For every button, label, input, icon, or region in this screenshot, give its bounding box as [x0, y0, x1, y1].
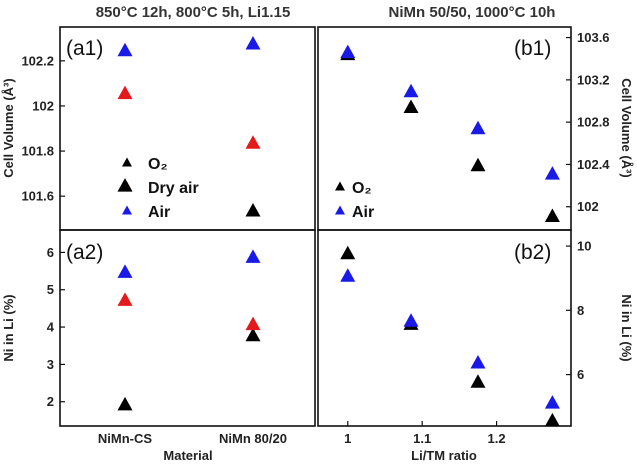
xlabel-a: Material — [163, 448, 212, 463]
marker-b2-air — [470, 354, 486, 369]
marker-a1-air — [245, 36, 261, 50]
ylabel-b1: Cell Volume (Å³) — [619, 78, 634, 177]
marker-b1-air — [544, 166, 560, 180]
legend-label-air-b: Air — [352, 204, 374, 221]
marker-b1-air — [403, 83, 419, 98]
ytick-label: 103.2 — [577, 72, 610, 87]
ytick-label: 101.6 — [21, 189, 54, 204]
xtick-a-1: NiMn 80/20 — [219, 431, 287, 446]
marker-b2-air — [340, 268, 356, 282]
marker-b1-o2 — [470, 157, 486, 172]
ylabel-b2: Ni in Li (%) — [619, 294, 634, 361]
panel-label-b2: (b2) — [514, 241, 551, 264]
ytick-label: 6 — [577, 367, 584, 382]
legend-label-dry-air: Dry air — [148, 180, 199, 197]
ytick-label: 5 — [47, 282, 54, 297]
ytick-label: 101.8 — [21, 144, 54, 159]
legend-marker-o2-b — [335, 181, 345, 191]
marker-a1-air — [117, 42, 133, 57]
panel-label-a1: (a1) — [66, 37, 103, 60]
legend-a1: O₂ Dry air Air — [122, 156, 199, 221]
marker-b2-o2 — [340, 245, 356, 260]
marker-a2-air — [245, 249, 261, 263]
ytick-label: 103.6 — [577, 30, 610, 45]
marker-b2-o2 — [470, 374, 486, 388]
ytick-label: 3 — [47, 357, 54, 372]
xtick-a-0: NiMn-CS — [98, 431, 152, 446]
xlabel-b: Li/TM ratio — [411, 448, 477, 463]
ytick-label: 102.4 — [577, 157, 610, 172]
marker-b1-air — [470, 120, 486, 135]
ytick-label: 102.2 — [21, 53, 54, 68]
legend-label-o2: O₂ — [148, 156, 168, 173]
legend-marker-air — [122, 205, 132, 215]
legend-marker-o2 — [122, 157, 132, 167]
legend-marker-air-b — [335, 205, 345, 215]
ytick-label: 2 — [47, 394, 54, 409]
marker-a1-o2 — [245, 202, 261, 217]
marker-a2-air — [117, 264, 133, 278]
ytick-label: 6 — [47, 245, 54, 260]
marker-b2-o2 — [544, 412, 560, 427]
ytick-label: 102.8 — [577, 115, 610, 130]
marker-a2-o2 — [245, 327, 261, 342]
xtick-label: 1.1 — [413, 431, 431, 446]
panel-label-b1: (b1) — [514, 37, 551, 60]
legend-label-air: Air — [148, 204, 170, 221]
ytick-label: 102 — [577, 199, 599, 214]
marker-b1-o2 — [403, 99, 419, 114]
ytick-label: 10 — [577, 239, 591, 254]
ytick-label: 102 — [32, 98, 54, 113]
xtick-label: 1 — [344, 431, 351, 446]
marker-a2-o2 — [117, 396, 133, 411]
marker-b2-air — [544, 395, 560, 409]
marker-b2-air — [403, 313, 419, 327]
panel-b2-frame — [317, 229, 572, 427]
marker-b1-o2 — [544, 208, 560, 222]
title-a: 850°C 12h, 800°C 5h, Li1.15 — [96, 4, 291, 21]
marker-b1-air — [340, 44, 356, 59]
marker-a1-dry-air — [245, 135, 261, 149]
xtick-label: 1.2 — [488, 431, 506, 446]
panel-a2-frame — [59, 229, 316, 427]
marker-a1-dry-air — [117, 85, 133, 100]
marker-a2-dry-air — [117, 292, 133, 306]
marker-a2-dry-air — [245, 316, 261, 331]
title-b: NiMn 50/50, 1000°C 10h — [389, 4, 556, 21]
ylabel-a1: Cell Volume (Å³) — [1, 78, 16, 177]
legend-b1: O₂ Air — [335, 180, 374, 221]
ytick-label: 8 — [577, 303, 584, 318]
panel-label-a2: (a2) — [66, 241, 103, 264]
ylabel-a2: Ni in Li (%) — [1, 294, 16, 361]
ytick-label: 4 — [47, 320, 55, 335]
legend-label-o2-b: O₂ — [352, 180, 372, 197]
marker-a1-o2 — [117, 178, 133, 192]
